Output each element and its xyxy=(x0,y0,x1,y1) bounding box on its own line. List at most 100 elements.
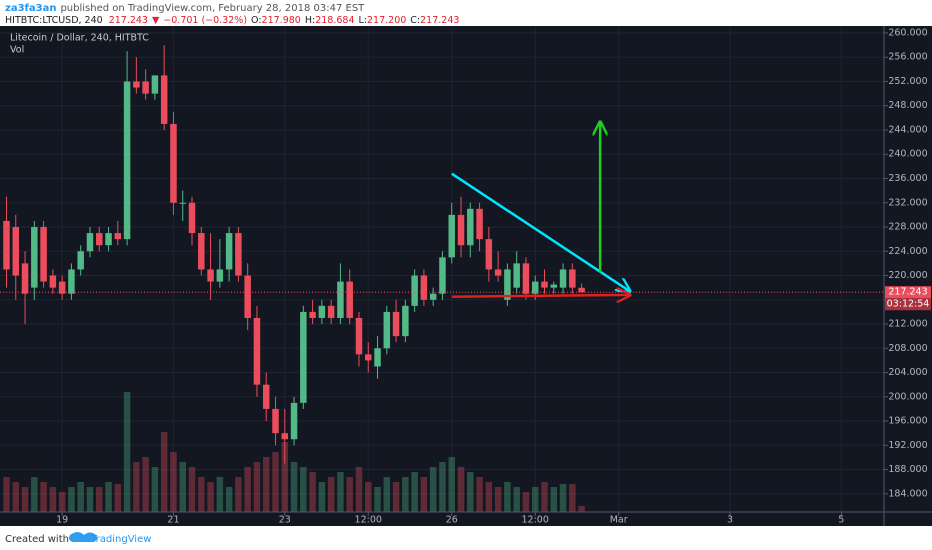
countdown-box xyxy=(885,298,931,311)
volume-bar xyxy=(188,467,196,512)
candle-body xyxy=(262,384,270,409)
candle-body xyxy=(504,269,511,300)
y-tick-label: 192.000 xyxy=(888,440,927,451)
x-tick-label: 23 xyxy=(279,515,291,526)
ohlc-value: 217.980 xyxy=(262,15,301,26)
ohlc-value: 217.200 xyxy=(367,15,406,26)
x-tick-label: 5 xyxy=(838,515,844,526)
y-tick-label: 232.000 xyxy=(888,197,927,208)
candle-body xyxy=(327,305,335,318)
volume-bar xyxy=(467,472,474,512)
volume-bar xyxy=(31,477,38,512)
candle-body xyxy=(207,269,214,282)
y-tick-label: 224.000 xyxy=(888,246,927,257)
ohlc-label: O: xyxy=(251,15,262,26)
y-tick-label: 260.000 xyxy=(888,27,927,38)
volume-bar xyxy=(198,477,205,512)
candle-body xyxy=(40,227,47,282)
candle-body xyxy=(485,239,493,270)
volume-bar xyxy=(262,457,270,512)
candle-body xyxy=(392,311,400,337)
volume-bar xyxy=(142,457,149,512)
ohlc-value: 217.243 xyxy=(420,15,459,26)
volume-bar xyxy=(411,472,418,512)
volume-bar xyxy=(318,482,326,512)
y-tick-label: 208.000 xyxy=(888,343,927,354)
volume-bar xyxy=(58,492,66,512)
candle-body xyxy=(476,208,483,240)
ohlc-value: 218.684 xyxy=(315,15,354,26)
candle-body xyxy=(151,75,159,94)
volume-bar xyxy=(21,487,29,512)
footer-brand[interactable]: TradingView xyxy=(90,534,151,545)
candle-body xyxy=(374,348,381,367)
candle-body xyxy=(569,269,576,288)
volume-bar xyxy=(374,487,381,512)
y-tick-label: 220.000 xyxy=(888,270,927,281)
logo xyxy=(69,532,97,542)
volume-bar xyxy=(448,457,455,512)
volume-bar xyxy=(253,462,261,512)
trend-arrow xyxy=(451,295,630,297)
volume-bar xyxy=(235,477,242,512)
volume-bar xyxy=(494,487,502,512)
candle-body xyxy=(188,202,196,234)
volume-bar xyxy=(114,484,122,512)
last: 217.243 xyxy=(109,15,148,26)
volume-bar xyxy=(300,467,307,512)
candle-body xyxy=(355,317,363,355)
volume-bar xyxy=(244,467,251,512)
candle-body xyxy=(578,287,585,293)
candle-body xyxy=(309,311,316,318)
volume-bar xyxy=(86,487,94,512)
volume-bar xyxy=(578,506,585,512)
x-tick-label: 12:00 xyxy=(522,515,549,526)
ohlc-label: H: xyxy=(305,15,315,26)
volume-bar xyxy=(170,452,177,512)
countdown-label: 03:12:54 xyxy=(887,299,930,310)
volume-bar xyxy=(531,487,539,512)
candle-body xyxy=(411,275,418,306)
change: −0.701 (−0.32%) xyxy=(163,15,247,26)
candle-body xyxy=(300,311,307,403)
y-tick-label: 188.000 xyxy=(888,464,927,475)
candle-body xyxy=(402,305,409,337)
x-tick-label: Mar xyxy=(610,515,628,526)
candle-body xyxy=(12,227,20,276)
y-tick-label: 184.000 xyxy=(888,488,927,499)
candle-body xyxy=(559,269,567,288)
volume-bar xyxy=(216,477,224,512)
volume-bar xyxy=(207,482,214,512)
volume-bar xyxy=(504,482,511,512)
candle-body xyxy=(272,408,279,434)
y-tick-label: 248.000 xyxy=(888,100,927,111)
y-tick-label: 244.000 xyxy=(888,124,927,135)
volume-bar xyxy=(513,487,520,512)
candle-body xyxy=(541,281,548,288)
candle-body xyxy=(522,263,530,294)
candle-body xyxy=(253,317,261,385)
volume-bar xyxy=(485,482,493,512)
author[interactable]: za3fa3an xyxy=(5,3,56,14)
y-tick-label: 236.000 xyxy=(888,173,927,184)
volume-bar xyxy=(49,487,57,512)
candle-body xyxy=(31,227,38,288)
candle-body xyxy=(420,275,428,300)
volume-bar xyxy=(327,477,335,512)
volume-bar xyxy=(225,487,233,512)
volume-bar xyxy=(309,472,316,512)
plot xyxy=(0,26,884,512)
candle-body xyxy=(513,263,520,288)
volume-bar xyxy=(96,487,103,512)
published: published on TradingView.com, February 2… xyxy=(60,3,365,14)
volume-bar xyxy=(281,442,289,512)
candle-body xyxy=(86,233,94,252)
last-price-label: 217.243 xyxy=(888,287,927,298)
candle-body xyxy=(21,263,29,294)
volume-bar xyxy=(179,462,186,512)
x-tick-label: 3 xyxy=(727,515,733,526)
y-tick-label: 228.000 xyxy=(888,222,927,233)
candle-body xyxy=(365,354,372,361)
candle-body xyxy=(170,123,177,203)
